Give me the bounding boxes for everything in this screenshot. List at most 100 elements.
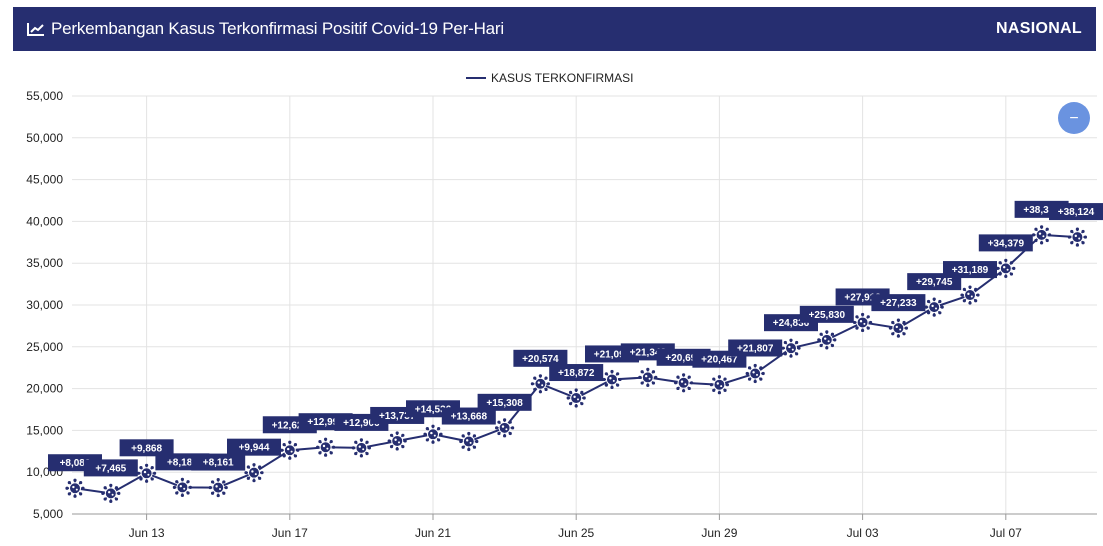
virus-marker-icon[interactable] (709, 375, 730, 395)
virus-dot (1006, 268, 1009, 271)
virus-dot (143, 470, 147, 474)
virus-spike-tip (676, 386, 680, 391)
data-label-box (871, 294, 926, 312)
virus-spike-tip (137, 471, 141, 475)
data-label: +21,807 (728, 339, 783, 357)
virus-spike-tip (783, 340, 787, 345)
virus-marker-icon[interactable] (1032, 225, 1052, 245)
virus-spike-tip (288, 456, 292, 460)
virus-marker-icon[interactable] (674, 373, 694, 393)
virus-dot (505, 428, 508, 431)
virus-marker-icon[interactable] (960, 285, 980, 305)
virus-spike-tip (186, 480, 190, 484)
virus-spike-tip (580, 402, 584, 406)
virus-marker-icon[interactable] (459, 431, 479, 452)
data-label-box (978, 234, 1033, 252)
y-tick-label: 5,000 (33, 507, 63, 521)
data-label-text: +14,536 (415, 404, 452, 415)
data-label: +27,233 (871, 294, 926, 312)
virus-spike-tip (461, 445, 465, 449)
virus-spike-tip (145, 463, 149, 467)
virus-marker-icon[interactable] (996, 258, 1016, 278)
virus-marker-icon[interactable] (244, 463, 264, 483)
data-label-text: +9,868 (131, 443, 162, 454)
y-tick-label: 50,000 (26, 131, 63, 145)
virus-spike-tip (461, 434, 465, 438)
virus-spike-tip (365, 440, 369, 444)
virus-dot (362, 448, 365, 451)
virus-marker-icon[interactable] (781, 338, 801, 358)
virus-body (69, 482, 81, 495)
virus-marker-icon[interactable] (530, 374, 551, 394)
virus-marker-icon[interactable] (280, 440, 300, 460)
virus-marker-icon[interactable] (495, 418, 515, 438)
virus-marker-icon[interactable] (316, 437, 336, 457)
virus-dot (326, 447, 329, 450)
virus-spike-tip (439, 432, 443, 436)
virus-spike-tip (861, 312, 865, 317)
virus-marker-icon[interactable] (566, 388, 586, 408)
virus-marker-icon[interactable] (602, 369, 622, 390)
virus-dot (791, 348, 794, 351)
virus-spike-tip (395, 431, 399, 435)
virus-spike-tip (210, 491, 215, 495)
virus-body (570, 392, 583, 405)
virus-spike-tip (866, 315, 870, 319)
data-label: +34,379 (978, 234, 1033, 252)
virus-dot (1042, 235, 1045, 238)
virus-marker-icon[interactable] (172, 477, 192, 497)
zoom-out-button[interactable]: − (1058, 102, 1090, 134)
zoom-button-circle[interactable] (1058, 102, 1090, 134)
virus-marker-icon[interactable] (853, 312, 873, 333)
virus-spike-tip (926, 311, 931, 315)
virus-spike-tip (1081, 229, 1085, 234)
virus-dot (970, 295, 973, 298)
data-label-text: +9,944 (239, 443, 270, 454)
virus-body (176, 481, 189, 494)
virus-marker-icon[interactable] (65, 478, 85, 498)
virus-marker-icon[interactable] (1067, 227, 1087, 247)
virus-body (212, 481, 225, 494)
virus-marker-icon[interactable] (638, 367, 658, 387)
virus-spike-tip (117, 491, 121, 495)
virus-spike-tip (244, 471, 248, 475)
virus-marker-icon[interactable] (745, 363, 765, 384)
virus-marker-icon[interactable] (888, 318, 909, 338)
virus-dot (215, 485, 218, 488)
virus-spike-tip (431, 440, 435, 444)
virus-marker-icon[interactable] (924, 297, 944, 317)
virus-spike-tip (646, 367, 650, 371)
virus-spike-tip (503, 418, 507, 422)
virus-dot (863, 322, 866, 325)
virus-marker-icon[interactable] (208, 477, 228, 498)
virus-spike-tip (725, 383, 730, 387)
virus-marker-icon[interactable] (387, 431, 407, 451)
virus-dot (788, 345, 791, 349)
data-label-box (549, 364, 604, 382)
virus-spike-tip (316, 445, 320, 449)
virus-spike-tip (389, 445, 394, 449)
virus-spike-tip (646, 383, 650, 387)
virus-spike-tip (747, 366, 752, 370)
virus-dot (612, 379, 615, 382)
virus-marker-icon[interactable] (351, 438, 371, 458)
virus-dot (573, 395, 576, 399)
data-label-text: +21,095 (594, 349, 631, 360)
virus-marker-icon[interactable] (817, 330, 837, 350)
y-tick-label: 45,000 (26, 173, 63, 187)
virus-spike-tip (682, 389, 686, 393)
virus-marker-icon[interactable] (423, 424, 443, 444)
data-label: +25,830 (799, 305, 854, 323)
x-tick-label: Jul 03 (847, 526, 879, 540)
virus-marker-icon[interactable] (101, 483, 121, 503)
virus-marker-icon[interactable] (137, 463, 157, 483)
virus-spike-tip (747, 377, 752, 381)
virus-dot (720, 385, 723, 388)
virus-body (319, 441, 332, 454)
virus-dot (147, 473, 150, 476)
virus-spike-tip (869, 320, 873, 325)
legend[interactable]: KASUS TERKONFIRMASI (466, 71, 633, 85)
data-label-text: +21,807 (737, 343, 774, 354)
data-label-box (513, 349, 568, 367)
virus-spike-tip (246, 465, 250, 469)
